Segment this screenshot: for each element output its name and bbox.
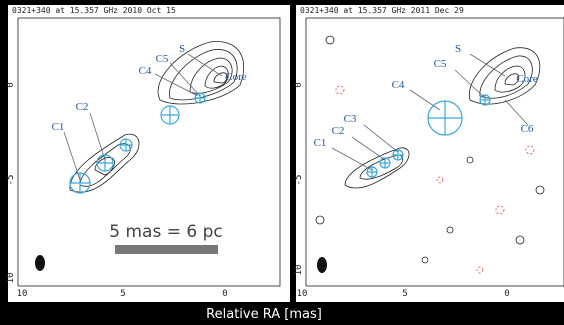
panel-left [8, 5, 290, 302]
component-label: C6 [521, 123, 534, 135]
y-tick-label: -5 [294, 175, 304, 186]
x-tick-label: 5 [120, 289, 125, 299]
x-tick-label: 10 [17, 289, 28, 299]
component-label: Core [225, 71, 247, 83]
x-axis-label: Relative RA [mas] [206, 307, 322, 322]
x-tick-label: 0 [504, 289, 509, 299]
component-label: C4 [139, 65, 152, 77]
panel-title: 0321+340 at 15.357 GHz 2010 Oct 15 [12, 6, 176, 15]
page: {"panels":[ {"title":"0321+340 at 15.357… [0, 0, 564, 325]
x-tick-label: 10 [297, 289, 308, 299]
component-label: C3 [344, 113, 357, 125]
component-label: C5 [434, 58, 447, 70]
component-label: C5 [156, 53, 169, 65]
y-tick-label: -5 [6, 175, 16, 186]
scale-bar [115, 245, 218, 254]
panel-right [296, 5, 564, 302]
y-tick-label: 10 [294, 265, 304, 276]
component-label: C1 [314, 137, 327, 149]
component-label: S [179, 43, 185, 55]
figure: 0321+340 at 15.357 GHz 2010 Oct 15 10 5 0 0 -… [0, 0, 564, 325]
component-label: Core [516, 73, 538, 85]
component-label: C4 [392, 79, 405, 91]
component-label: C1 [52, 121, 65, 133]
component-label: S [455, 43, 461, 55]
component-label: C2 [76, 101, 89, 113]
y-tick-label: 10 [6, 273, 16, 284]
component-label: C2 [332, 125, 345, 137]
y-tick-label: 0 [6, 82, 16, 87]
scale-bar-label: 5 mas = 6 pc [109, 222, 222, 242]
y-tick-label: 0 [294, 82, 304, 87]
panel-title: 0321+340 at 15.357 GHz 2011 Dec 29 [300, 6, 464, 15]
x-tick-label: 5 [402, 289, 407, 299]
x-tick-label: 0 [222, 289, 227, 299]
